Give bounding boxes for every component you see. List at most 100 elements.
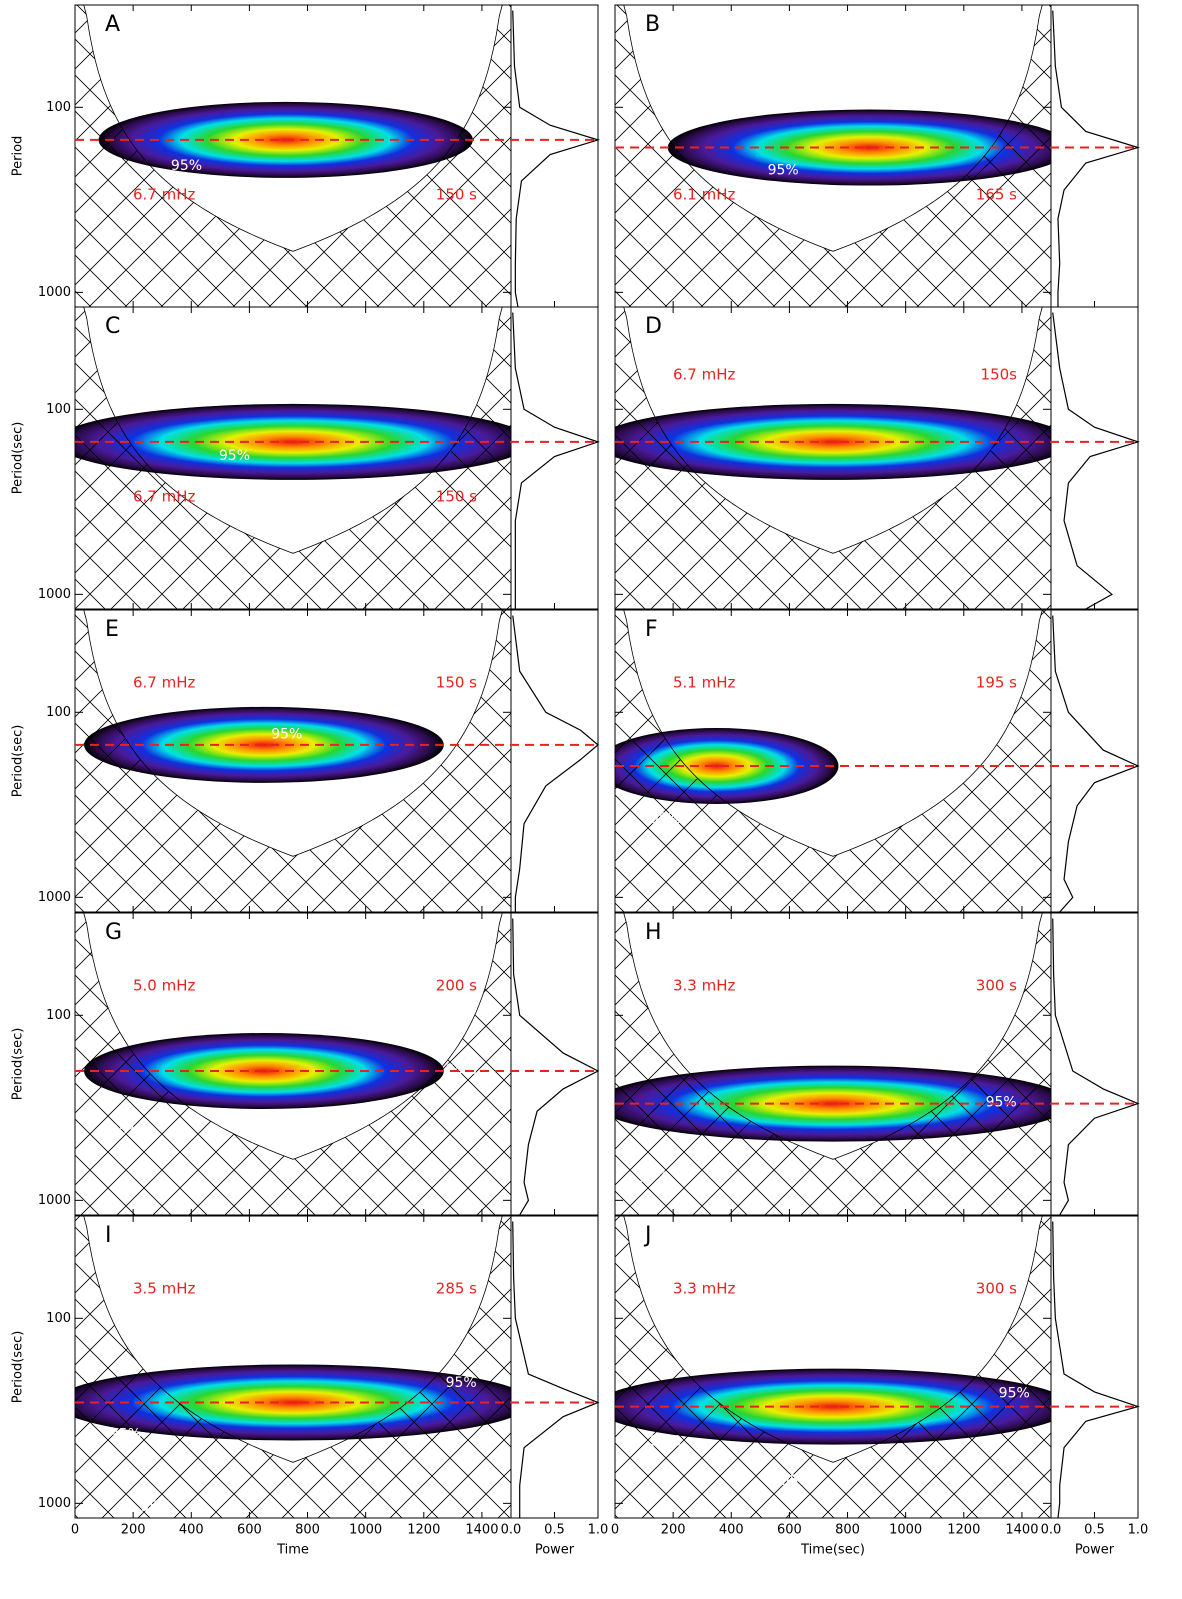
cone-hatch: [615, 913, 1051, 1215]
x-axis-title: Time: [276, 1543, 309, 1558]
global-power: [513, 919, 598, 1215]
x-tick-label: 600: [237, 1523, 262, 1538]
global-power: [513, 1222, 598, 1518]
power-frame: [511, 1216, 598, 1518]
y-tick-label: 100: [46, 1008, 71, 1023]
contour-label: 95%: [973, 1539, 1004, 1555]
contour-label: 95%: [446, 1062, 477, 1078]
y-axis-title: Period: [11, 136, 26, 177]
freq-label: 6.7 mHz: [133, 186, 196, 204]
global-power: [1053, 313, 1138, 609]
period-label: 300 s: [976, 1280, 1017, 1298]
panel: [595, 307, 1071, 609]
power-tick-label: 1.0: [588, 1523, 609, 1538]
power-axis-title: Power: [1075, 1543, 1115, 1558]
x-axis-title: Time(sec): [800, 1543, 865, 1558]
panel: 95% 95% 95% 95%: [595, 1216, 1071, 1555]
panel: 95%: [55, 307, 531, 609]
contour-label: 95%: [446, 1375, 477, 1391]
contour-label: 95%: [171, 158, 202, 174]
y-tick-label: 100: [46, 402, 71, 417]
contour-label: 95%: [973, 1245, 1004, 1261]
x-tick-label: 1000: [349, 1523, 382, 1538]
panel-letter: C: [105, 314, 120, 339]
x-tick-label: 200: [121, 1523, 146, 1538]
contour-label: 95%: [637, 1170, 668, 1186]
global-power: [1053, 919, 1138, 1215]
freq-label: 5.1 mHz: [673, 674, 736, 692]
panel-letter: F: [645, 617, 658, 642]
period-label: 150 s: [436, 488, 477, 506]
period-label: 285 s: [436, 1280, 477, 1298]
panel-letter: A: [105, 12, 120, 37]
power-frame: [1051, 5, 1138, 307]
cone-hatch: [615, 1216, 1051, 1518]
contour-label: 95%: [977, 621, 1008, 637]
y-tick-label: 1000: [38, 587, 71, 602]
panel-letter: G: [105, 920, 122, 945]
power-tick-label: 0.0: [501, 1523, 522, 1538]
contour-label: 95%: [110, 1122, 141, 1138]
panel: 95% 95%: [75, 913, 511, 1215]
power-frame: [1051, 307, 1138, 609]
contour-label: 95%: [650, 811, 681, 827]
y-tick-label: 100: [46, 705, 71, 720]
contour-label: 95%: [271, 727, 302, 743]
global-power: [1053, 616, 1138, 912]
period-label: 150 s: [436, 674, 477, 692]
panel: 95%: [615, 5, 1071, 307]
contour-label: 95%: [140, 1499, 171, 1515]
power-frame: [1051, 913, 1138, 1215]
y-tick-label: 100: [46, 100, 71, 115]
contour-label: 95%: [219, 448, 250, 464]
x-tick-label: 0: [611, 1523, 619, 1538]
x-tick-label: 1400: [465, 1523, 498, 1538]
y-tick-label: 1000: [38, 285, 71, 300]
period-label: 195 s: [976, 674, 1017, 692]
contour-label: 95%: [650, 1434, 681, 1450]
panel: 95%: [75, 5, 511, 307]
global-power: [1053, 11, 1138, 307]
x-tick-label: 200: [661, 1523, 686, 1538]
panel: 95% 95% 95%: [595, 913, 1071, 1261]
x-tick-label: 600: [777, 1523, 802, 1538]
power-tick-label: 0.0: [1041, 1523, 1062, 1538]
x-tick-label: 1200: [947, 1523, 980, 1538]
period-label: 150 s: [436, 186, 477, 204]
freq-label: 3.3 mHz: [673, 1280, 736, 1298]
global-power: [1053, 1222, 1138, 1518]
global-power: [513, 313, 598, 609]
contour-label: 95%: [986, 1094, 1017, 1110]
power-frame: [511, 610, 598, 912]
x-tick-label: 400: [719, 1523, 744, 1538]
freq-label: 6.7 mHz: [133, 488, 196, 506]
panel: 95%95%95%: [55, 1216, 531, 1518]
panel-letter: D: [645, 314, 662, 339]
period-label: 200 s: [436, 977, 477, 995]
global-power: [513, 11, 598, 307]
panel-letter: I: [105, 1223, 112, 1248]
x-tick-label: 1400: [1005, 1523, 1038, 1538]
y-axis-title: Period(sec): [11, 725, 26, 798]
x-tick-label: 400: [179, 1523, 204, 1538]
period-label: 165 s: [976, 186, 1017, 204]
freq-label: 6.1 mHz: [673, 186, 736, 204]
panel-letter: H: [645, 920, 662, 945]
power-frame: [1051, 610, 1138, 912]
panel: 95%: [75, 610, 511, 912]
panel-letter: B: [645, 12, 660, 37]
power-frame: [511, 5, 598, 307]
x-tick-label: 1200: [407, 1523, 440, 1538]
y-tick-label: 1000: [38, 890, 71, 905]
global-power: [513, 616, 598, 912]
y-axis-title: Period(sec): [11, 1331, 26, 1404]
power-frame: [1051, 1216, 1138, 1518]
contour-label: 95%: [781, 1473, 812, 1489]
panel-letter: J: [643, 1223, 652, 1248]
freq-label: 6.7 mHz: [133, 674, 196, 692]
freq-label: 6.7 mHz: [673, 366, 736, 384]
contour-label: 95%: [999, 1385, 1030, 1401]
contour-label: 95%: [768, 163, 799, 179]
panel: 95%95%95%: [595, 606, 1051, 912]
y-tick-label: 1000: [38, 1496, 71, 1511]
